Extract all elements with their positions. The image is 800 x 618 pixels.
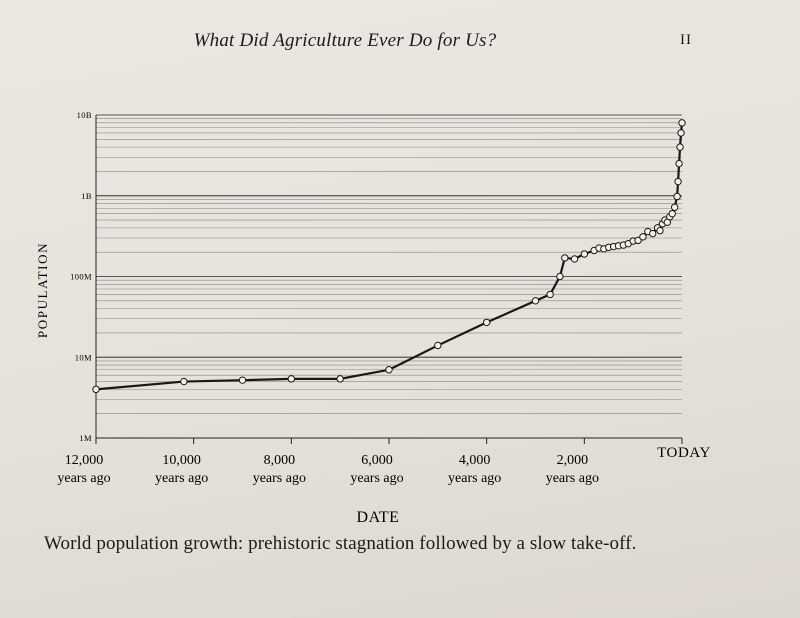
- data-point: [656, 226, 664, 235]
- running-head: What Did Agriculture Ever Do for Us?: [193, 30, 497, 51]
- y-tick-label: 10M: [75, 352, 92, 362]
- x-tick-label-line: 10,000: [162, 453, 201, 468]
- x-tick-label-line: years ago: [448, 471, 501, 486]
- population-line: [95, 122, 684, 391]
- data-point: [556, 272, 564, 281]
- data-point: [670, 203, 679, 211]
- x-tick-label-line: 4,000: [459, 453, 491, 468]
- data-point: [561, 254, 569, 262]
- data-point: [580, 250, 589, 258]
- x-tick-label: 2,000 years ago: [546, 453, 599, 486]
- x-tick-label-line: years ago: [546, 471, 599, 486]
- data-point: [677, 129, 685, 137]
- data-point: [92, 385, 100, 394]
- x-axis-label: DATE: [357, 509, 400, 526]
- x-tick-label-line: years ago: [350, 471, 403, 486]
- page-number: II: [680, 32, 692, 48]
- data-point: [668, 209, 676, 218]
- data-point: [287, 375, 296, 383]
- data-point: [675, 159, 683, 168]
- y-tick-label: 10B: [77, 110, 92, 120]
- data-point: [180, 377, 188, 386]
- x-tick-label-line: 8,000: [264, 453, 296, 468]
- x-tick-label: 6,000 years ago: [350, 453, 403, 486]
- data-point: [238, 376, 247, 384]
- x-tick-label: 10,000 years ago: [155, 453, 208, 486]
- x-tick-label-line: years ago: [253, 471, 306, 486]
- x-tick-label-line: 12,000: [65, 453, 104, 468]
- figure-caption: World population growth: prehistoric sta…: [44, 533, 637, 554]
- data-series: [92, 119, 686, 394]
- y-tick-label: 1B: [81, 191, 92, 201]
- data-point: [546, 290, 554, 299]
- x-tick-label: 8,000 years ago: [253, 453, 306, 486]
- x-tick-label: 4,000 years ago: [448, 453, 501, 486]
- data-point: [639, 233, 647, 241]
- y-tick-labels: 1M 10M 100M 1B 10B: [70, 110, 92, 443]
- data-point: [482, 318, 491, 327]
- x-tick-label-line: years ago: [155, 471, 208, 486]
- data-point: [649, 229, 657, 238]
- x-tick-label: 12,000 years ago: [57, 453, 110, 486]
- x-tick-label-line: 2,000: [557, 453, 589, 468]
- y-axis-label: POPULATION: [35, 242, 50, 338]
- x-tick-label-line: years ago: [57, 471, 110, 486]
- data-point: [531, 297, 540, 305]
- data-point: [385, 366, 393, 374]
- y-tick-label: 1M: [79, 433, 92, 443]
- data-point: [673, 192, 681, 201]
- data-point: [674, 177, 682, 186]
- x-tick-label-line: 6,000: [361, 453, 393, 468]
- chart-grid: [96, 114, 682, 439]
- x-tick-labels: 12,000 years ago 10,000 years ago 8,000 years…: [57, 438, 711, 486]
- data-point: [678, 119, 686, 127]
- data-point: [676, 143, 684, 151]
- data-point: [434, 341, 442, 350]
- data-point: [634, 236, 642, 245]
- x-tick-label: TODAY: [657, 445, 711, 461]
- data-point: [570, 255, 579, 263]
- y-tick-label: 100M: [70, 272, 92, 282]
- data-point: [336, 375, 344, 383]
